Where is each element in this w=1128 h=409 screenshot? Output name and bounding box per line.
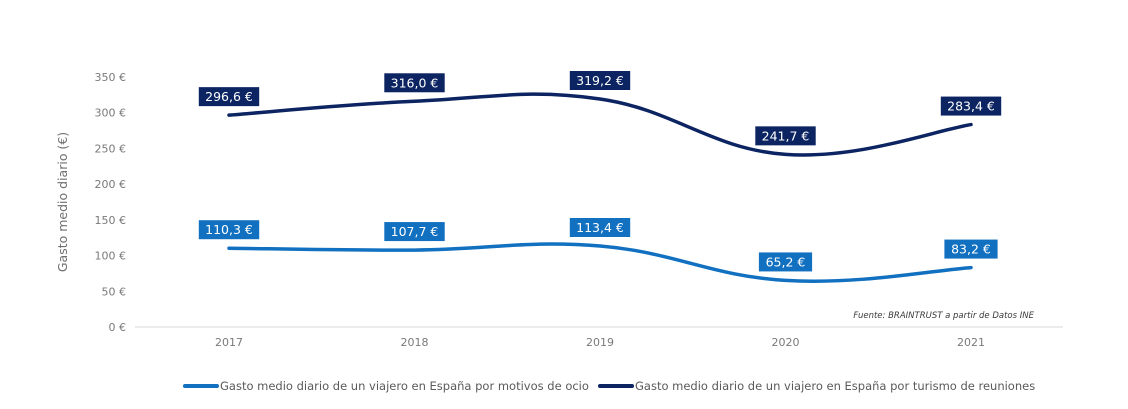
y-tick-label: 150 € xyxy=(95,214,127,227)
legend-item-reuniones[interactable]: Gasto medio diario de un viajero en Espa… xyxy=(598,379,1035,393)
data-label-box xyxy=(198,87,260,107)
series-group xyxy=(227,92,973,283)
series-line-1 xyxy=(227,92,973,157)
data-label-text: 296,6 € xyxy=(205,89,253,104)
data-label-box xyxy=(384,222,445,242)
data-label-text: 316,0 € xyxy=(391,75,439,90)
data-label: 83,2 € xyxy=(944,239,998,259)
data-label-text: 283,4 € xyxy=(947,99,995,114)
y-axis: 0 € 50 € 100 € 150 € 200 € 250 € 300 € 350 € xyxy=(95,71,127,334)
data-label-text: 113,4 € xyxy=(576,220,624,235)
series-line-0 xyxy=(227,242,973,283)
data-label-text: 241,7 € xyxy=(762,128,810,143)
source-annotation: Fuente: BRAINTRUST a partir de Datos INE xyxy=(853,311,1034,321)
x-tick-label: 2017 xyxy=(215,336,243,349)
data-label-box xyxy=(758,252,813,272)
legend-label-reuniones: Gasto medio diario de un viajero en Espa… xyxy=(635,379,1036,393)
data-label-text: 107,7 € xyxy=(391,224,439,239)
y-tick-label: 350 € xyxy=(95,71,127,84)
data-label-text: 110,3 € xyxy=(205,222,253,237)
data-label: 107,7 € xyxy=(384,222,445,242)
data-label: 110,3 € xyxy=(198,220,260,240)
data-label-text: 319,2 € xyxy=(576,73,624,88)
data-label-box xyxy=(940,96,1002,116)
legend-swatch-ocio xyxy=(183,384,219,388)
legend-label-ocio: Gasto medio diario de un viajero en Espa… xyxy=(220,379,589,393)
data-label-text: 65,2 € xyxy=(766,254,806,269)
data-label: 296,6 € xyxy=(198,87,260,107)
y-axis-label: Gasto medio diario (€) xyxy=(55,132,70,272)
y-tick-label: 0 € xyxy=(109,321,127,334)
data-labels: 110,3 € 107,7 € 113,4 € 65,2 € 83,2 € 296,6 €… xyxy=(198,71,1002,272)
data-label: 113,4 € xyxy=(569,218,631,237)
y-tick-label: 300 € xyxy=(95,107,127,120)
data-label-box xyxy=(944,239,998,259)
x-tick-label: 2018 xyxy=(401,336,429,349)
data-label-box xyxy=(755,126,816,146)
legend-item-ocio[interactable]: Gasto medio diario de un viajero en Espa… xyxy=(183,379,589,393)
x-axis: 2017 2018 2019 2020 2021 xyxy=(215,336,985,349)
y-tick-label: 50 € xyxy=(102,285,127,298)
data-label-box xyxy=(198,220,260,240)
data-label: 316,0 € xyxy=(384,73,445,93)
x-tick-label: 2021 xyxy=(957,336,985,349)
data-label: 241,7 € xyxy=(755,126,816,146)
x-tick-label: 2020 xyxy=(772,336,800,349)
data-label-box xyxy=(569,218,631,237)
data-label-text: 83,2 € xyxy=(951,242,991,257)
data-label: 65,2 € xyxy=(758,252,813,272)
y-tick-label: 250 € xyxy=(95,142,127,155)
data-label-box xyxy=(569,71,631,90)
y-tick-label: 100 € xyxy=(95,250,127,263)
data-label: 319,2 € xyxy=(569,71,631,90)
data-label-box xyxy=(384,73,445,93)
x-tick-label: 2019 xyxy=(586,336,614,349)
y-tick-label: 200 € xyxy=(95,178,127,191)
legend-swatch-reuniones xyxy=(598,384,634,388)
data-label: 283,4 € xyxy=(940,96,1002,116)
